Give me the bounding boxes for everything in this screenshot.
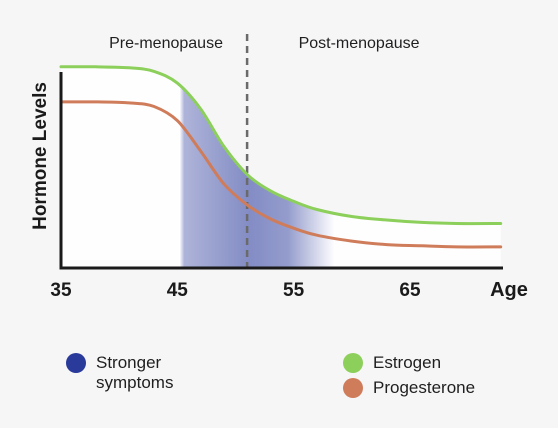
legend-item-stronger-symptoms: Stronger symptoms [66,353,173,393]
legend-label-estrogen: Estrogen [373,353,442,372]
legend-dot-progesterone [343,378,363,398]
legend-label-progesterone: Progesterone [373,378,476,397]
legend-label-stronger-symptoms: Stronger symptoms [96,353,174,392]
y-axis-label: Hormone Levels [30,82,51,230]
x-tick-label: 65 [399,280,421,301]
x-tick-label: 35 [50,280,72,301]
x-tick-label: 55 [283,280,305,301]
x-axis-label: Age [490,279,528,301]
region-label-post-menopause: Post-menopause [299,35,420,52]
series-line-progesterone [59,100,503,249]
x-tick-label: 45 [167,280,189,301]
legend-dot-estrogen [343,353,363,373]
series-line-estrogen [59,65,503,226]
legend-item-progesterone: Progesterone [343,378,475,398]
legend-item-estrogen: Estrogen [343,353,441,373]
legend-dot-stronger-symptoms [66,353,86,373]
region-label-pre-menopause: Pre-menopause [109,35,223,52]
x-tick-labels: 35 45 55 65 [50,280,421,301]
series-layer [59,65,503,249]
